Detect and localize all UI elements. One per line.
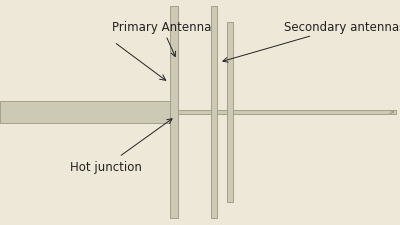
Text: Secondary antennas: Secondary antennas	[223, 20, 400, 63]
Bar	[227, 22, 233, 202]
Text: Primary Antenna: Primary Antenna	[112, 20, 211, 57]
Text: Hot junction: Hot junction	[70, 119, 172, 173]
Bar	[170, 7, 178, 218]
Bar	[174, 110, 396, 115]
Bar	[0, 102, 174, 123]
Bar	[212, 7, 217, 218]
